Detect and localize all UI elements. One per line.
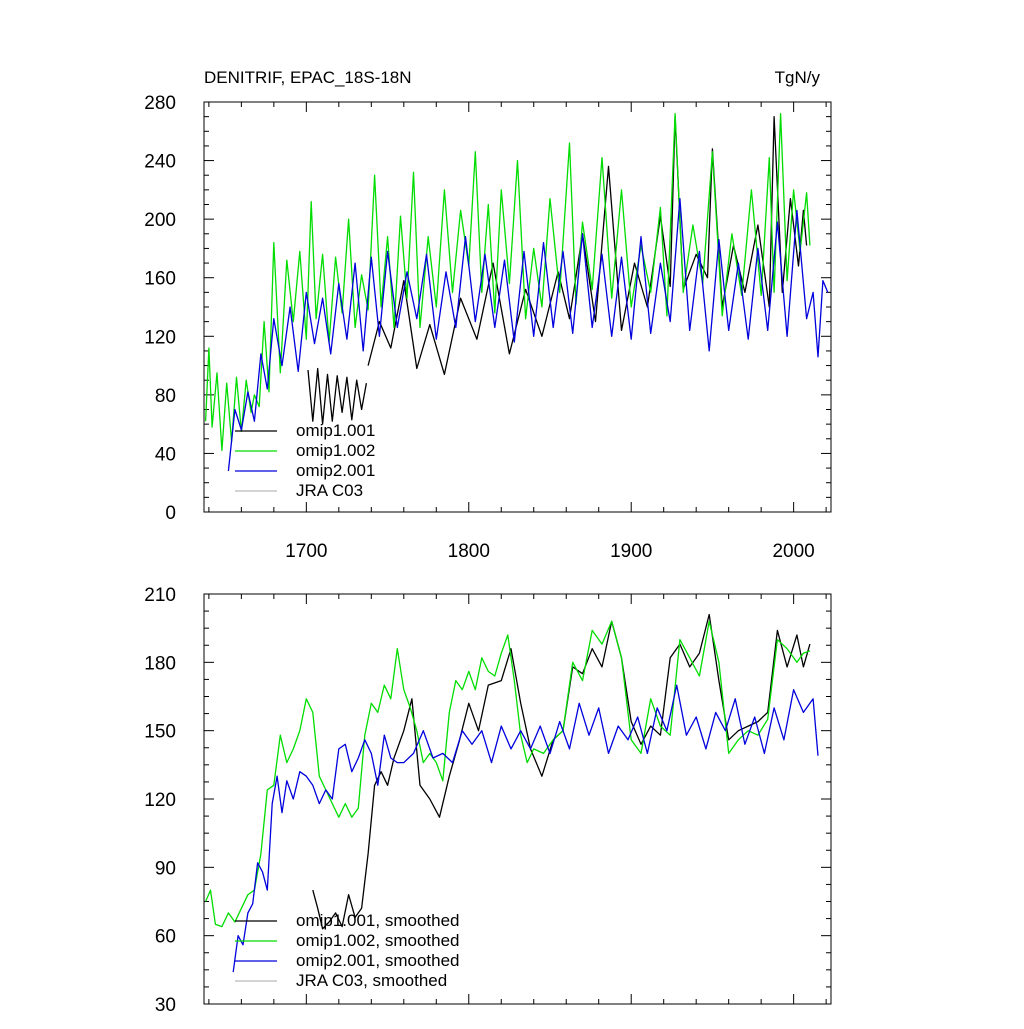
y-tick-label: 200	[144, 210, 176, 231]
y-tick-label: 30	[155, 995, 176, 1016]
y-tick-label: 120	[144, 790, 176, 811]
x-tick-label: 1800	[448, 541, 490, 562]
series-line-omip1-002	[204, 113, 811, 452]
y-tick-label: 80	[155, 386, 176, 407]
series-line-omip1-002-smoothed	[205, 620, 811, 928]
y-tick-label: 150	[144, 722, 176, 743]
y-tick-label: 160	[144, 269, 176, 290]
series-line-omip2-001	[227, 197, 829, 472]
legend-label: omip2.001	[296, 461, 375, 480]
chart-title: DENITRIF, EPAC_18S-18N	[204, 68, 412, 87]
top-panel: DENITRIF, EPAC_18S-18N TgN/y 0 40 80 120 160…	[144, 68, 832, 562]
series-line-omip1-001	[307, 367, 368, 425]
y-tick-label: 240	[144, 152, 176, 173]
legend-label: omip1.002	[296, 441, 375, 460]
y-tick-label: 210	[144, 585, 176, 606]
y-tick-label: 280	[144, 93, 176, 114]
legend-label: omip1.001, smoothed	[296, 911, 460, 930]
series-line-omip2-001-smoothed	[232, 684, 819, 973]
y-tick-label: 90	[155, 858, 176, 879]
series-line-omip1-001	[367, 115, 808, 376]
legend-label: omip2.001, smoothed	[296, 951, 460, 970]
x-tick-label: 1900	[610, 541, 652, 562]
y-tick-label: 60	[155, 927, 176, 948]
legend-label: omip1.001	[296, 421, 375, 440]
legend-label: JRA C03	[296, 481, 363, 500]
legend-label: JRA C03, smoothed	[296, 971, 447, 990]
units-label: TgN/y	[775, 68, 821, 87]
legend-label: omip1.002, smoothed	[296, 931, 460, 950]
x-tick-label: 1700	[285, 541, 327, 562]
y-tick-label: 0	[165, 503, 176, 524]
x-tick-label: 2000	[772, 541, 814, 562]
y-tick-label: 40	[155, 444, 176, 465]
series-line-omip1-001-smoothed	[312, 613, 811, 930]
y-tick-label: 120	[144, 327, 176, 348]
y-tick-label: 180	[144, 653, 176, 674]
